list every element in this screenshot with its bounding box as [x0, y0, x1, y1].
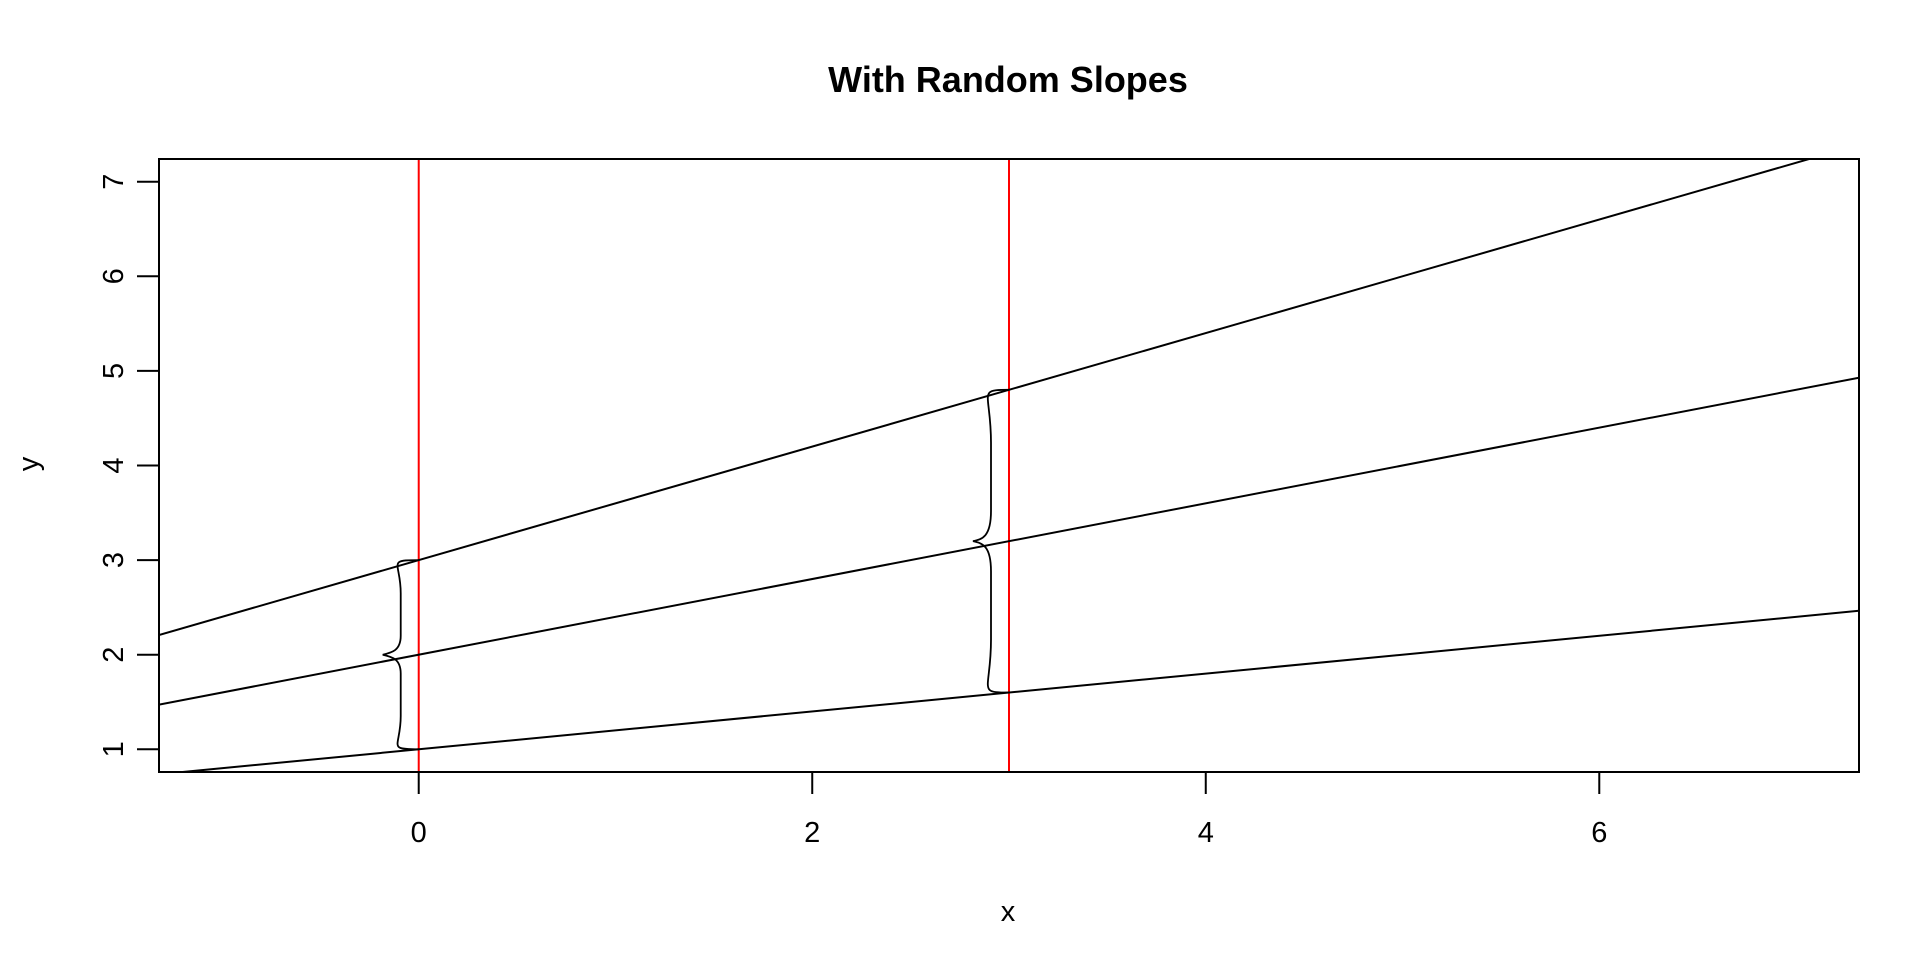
y-tick-label-3: 3	[98, 552, 130, 568]
y-tick-label-1: 1	[98, 741, 130, 757]
x-axis: 0 2 4 6	[411, 772, 1607, 849]
chart-title: With Random Slopes	[828, 59, 1188, 100]
y-tick-label-6: 6	[98, 268, 130, 284]
series-line-1	[159, 376, 1859, 706]
brace-1	[972, 388, 1010, 694]
brace-0	[382, 559, 419, 751]
plot-area	[158, 158, 1860, 773]
y-tick-label-7: 7	[98, 174, 130, 190]
plot-content	[159, 159, 1859, 772]
x-tick-label-0: 0	[411, 817, 427, 849]
x-tick-label-4: 4	[1198, 817, 1214, 849]
x-tick-label-6: 6	[1591, 817, 1607, 849]
y-axis: 1 2 3 4 5 6 7	[98, 174, 159, 757]
y-tick-label-5: 5	[98, 363, 130, 379]
y-tick-label-2: 2	[98, 647, 130, 663]
x-axis-label: x	[1001, 896, 1016, 928]
x-tick-label-2: 2	[804, 817, 820, 849]
y-tick-label-4: 4	[98, 457, 130, 473]
y-axis-label: y	[13, 456, 45, 471]
